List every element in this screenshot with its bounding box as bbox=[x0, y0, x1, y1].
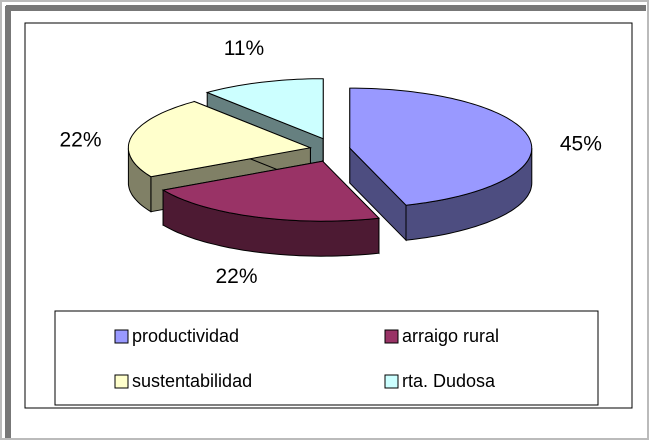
legend-swatch bbox=[384, 329, 399, 344]
legend-label: sustentabilidad bbox=[132, 371, 252, 391]
data-label: 22% bbox=[59, 129, 101, 152]
legend-swatch bbox=[114, 329, 129, 344]
legend-swatch bbox=[114, 374, 129, 389]
legend bbox=[54, 310, 599, 406]
legend-label: arraigo rural bbox=[402, 326, 499, 346]
slice bbox=[349, 87, 533, 206]
legend-swatch bbox=[384, 374, 399, 389]
slice bbox=[205, 78, 324, 140]
slice bbox=[127, 100, 313, 178]
data-label: 22% bbox=[215, 265, 257, 288]
slice bbox=[161, 160, 380, 222]
data-label: 11% bbox=[224, 37, 264, 60]
legend-label: productividad bbox=[132, 326, 239, 346]
data-label: 45% bbox=[560, 132, 602, 155]
legend-label: rta. Dudosa bbox=[402, 371, 496, 391]
